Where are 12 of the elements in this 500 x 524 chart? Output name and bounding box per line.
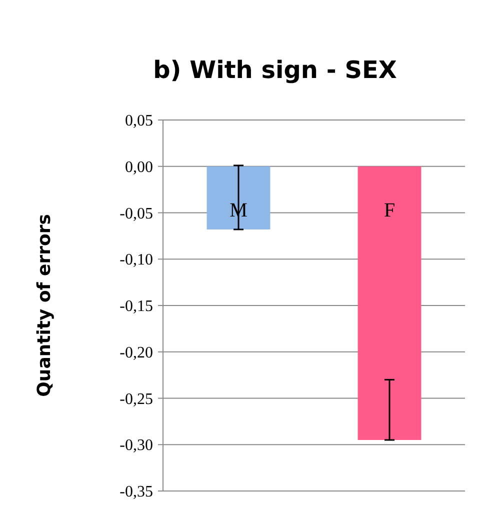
y-tick-label: 0,05 xyxy=(125,112,153,130)
y-tick-label: -0,30 xyxy=(120,437,153,454)
y-tick-label: -0,15 xyxy=(120,298,153,316)
y-tick-label: -0,25 xyxy=(120,390,153,408)
y-tick-label: -0,05 xyxy=(120,205,153,222)
y-tick-label: -0,10 xyxy=(120,252,153,269)
y-tick-label: 0,00 xyxy=(125,158,153,176)
y-tick-label: -0,20 xyxy=(120,344,153,362)
y-axis-title: Quantity of errors xyxy=(34,214,55,397)
x-tick-label: F xyxy=(384,199,396,222)
chart-title: b) With sign - SEX xyxy=(153,56,398,84)
y-tick-label: -0,35 xyxy=(120,484,153,501)
